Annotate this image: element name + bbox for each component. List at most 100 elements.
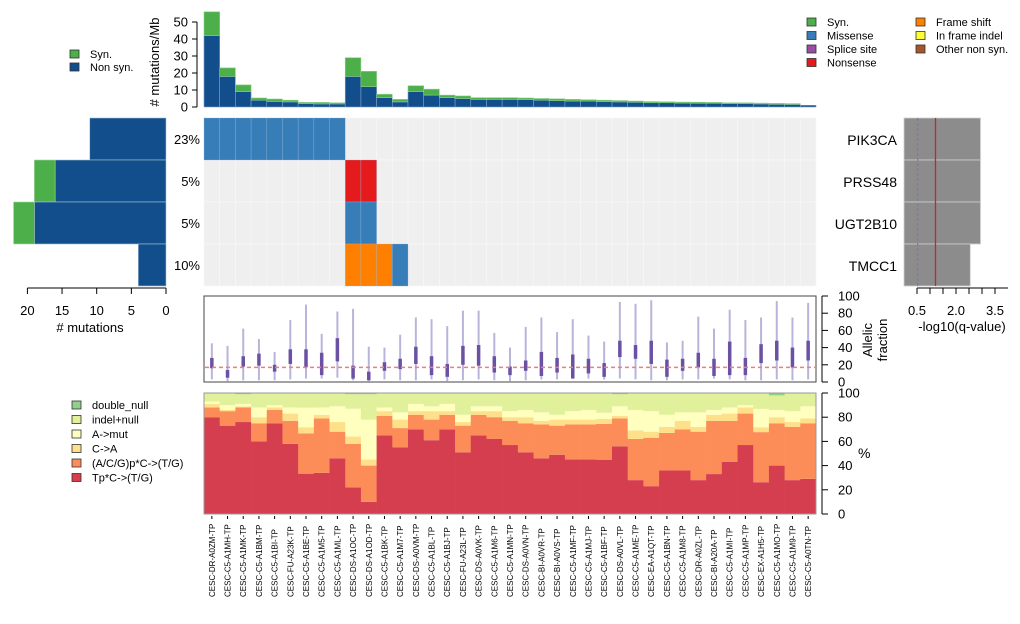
syn-bar bbox=[596, 99, 613, 102]
nonsyn-bar bbox=[800, 105, 817, 108]
spectrum-segment bbox=[345, 393, 362, 395]
spectrum-segment bbox=[408, 393, 424, 404]
matrix-empty-cell bbox=[768, 159, 785, 203]
x-tick-label: 10 bbox=[89, 303, 103, 318]
sample-label: CESC-C5-A1MK-TP bbox=[239, 525, 248, 597]
matrix-empty-cell bbox=[784, 243, 801, 287]
sample-label: CESC-C5-A1MF-TP bbox=[569, 525, 578, 597]
matrix-empty-cell bbox=[548, 243, 566, 287]
matrix-empty-cell bbox=[752, 117, 770, 161]
spectrum-segment bbox=[204, 393, 220, 402]
matrix-empty-cell bbox=[548, 201, 566, 245]
spectrum-segment bbox=[768, 393, 785, 396]
spectrum-segment bbox=[219, 405, 236, 410]
matrix-empty-cell bbox=[784, 201, 801, 245]
spectrum-segment bbox=[298, 473, 315, 514]
mutation-cell bbox=[360, 159, 377, 203]
matrix-empty-cell bbox=[580, 117, 597, 161]
spectrum-segment bbox=[360, 501, 377, 514]
matrix-empty-cell bbox=[266, 243, 283, 287]
matrix-empty-cell bbox=[658, 201, 676, 245]
spectrum-segment bbox=[533, 458, 550, 514]
matrix-empty-cell bbox=[596, 159, 613, 203]
syn-bar bbox=[690, 101, 707, 104]
mutation-cell bbox=[392, 243, 409, 287]
mutation-cell bbox=[250, 117, 268, 161]
nonsyn-bar bbox=[784, 104, 801, 108]
mutation-cell bbox=[360, 243, 377, 287]
matrix-empty-cell bbox=[564, 243, 581, 287]
x-tick-label: 20 bbox=[20, 303, 34, 318]
x-axis-title: -log10(q-value) bbox=[918, 319, 1005, 334]
matrix-empty-cell bbox=[737, 201, 754, 245]
mutation-rate-legend-label: Syn. bbox=[90, 49, 112, 61]
spectrum-segment bbox=[706, 393, 723, 410]
matrix-empty-cell bbox=[454, 243, 472, 287]
matrix-empty-cell bbox=[486, 243, 503, 287]
spectrum-segment bbox=[753, 408, 770, 428]
syn-bar bbox=[407, 85, 424, 92]
spectrum-segment bbox=[674, 470, 691, 514]
matrix-empty-cell bbox=[439, 201, 456, 245]
syn-bar bbox=[705, 102, 723, 104]
spectrum-segment bbox=[690, 480, 707, 514]
gene-nonsyn-bar bbox=[137, 243, 167, 287]
spectrum-segment bbox=[706, 474, 723, 514]
sample-label: CESC-DS-A0VM-TP bbox=[412, 524, 421, 597]
y-axis-title: fraction bbox=[875, 319, 890, 362]
spectrum-segment bbox=[329, 406, 346, 423]
spectrum-segment bbox=[204, 417, 220, 514]
spectrum-segment bbox=[455, 425, 472, 453]
spectrum-segment bbox=[455, 452, 472, 514]
matrix-empty-cell bbox=[611, 201, 628, 245]
spectrum-segment bbox=[643, 486, 660, 514]
syn-bar bbox=[376, 93, 393, 98]
mutation-cell bbox=[313, 117, 330, 161]
spectrum-segment bbox=[627, 438, 644, 481]
spectrum-segment bbox=[282, 393, 299, 408]
matrix-empty-cell bbox=[297, 159, 315, 203]
spectrum-segment bbox=[235, 394, 252, 404]
matrix-empty-cell bbox=[517, 117, 534, 161]
matrix-empty-cell bbox=[596, 117, 613, 161]
nonsyn-bar bbox=[501, 99, 519, 108]
spectrum-legend-swatch bbox=[71, 415, 82, 424]
spectrum-segment bbox=[596, 423, 613, 460]
spectrum-legend-label: indel+null bbox=[92, 415, 139, 427]
spectrum-legend-swatch bbox=[71, 429, 82, 439]
spectrum-segment bbox=[580, 424, 597, 460]
nonsyn-bar bbox=[297, 103, 315, 108]
mutation-type-legend-label: Syn. bbox=[827, 17, 849, 29]
matrix-empty-cell bbox=[423, 117, 440, 161]
spectrum-segment bbox=[737, 407, 754, 414]
spectrum-segment bbox=[219, 411, 236, 426]
nonsyn-bar bbox=[266, 101, 283, 108]
q-value-bar bbox=[903, 159, 981, 203]
spectrum-segment bbox=[564, 411, 581, 420]
gene-nonsyn-bar bbox=[54, 159, 167, 203]
syn-bar bbox=[533, 98, 550, 101]
spectrum-segment bbox=[674, 412, 691, 421]
sample-label: CESC-EX-A1H5-TP bbox=[757, 526, 766, 597]
matrix-empty-cell bbox=[580, 201, 597, 245]
mutation-cell bbox=[219, 117, 236, 161]
nonsyn-bar bbox=[407, 91, 424, 108]
spectrum-segment bbox=[502, 393, 519, 412]
spectrum-segment bbox=[643, 393, 660, 412]
matrix-empty-cell bbox=[643, 117, 660, 161]
spectrum-segment bbox=[517, 393, 534, 410]
spectrum-segment bbox=[737, 393, 754, 406]
matrix-empty-cell bbox=[486, 159, 503, 203]
matrix-empty-cell bbox=[548, 159, 566, 203]
matrix-empty-cell bbox=[439, 117, 456, 161]
spectrum-segment bbox=[674, 429, 691, 471]
gene-percentage-label: 5% bbox=[181, 216, 200, 231]
spectrum-segment bbox=[768, 409, 785, 418]
spectrum-segment bbox=[784, 411, 801, 423]
syn-bar bbox=[313, 102, 330, 105]
matrix-empty-cell bbox=[219, 243, 236, 287]
spectrum-segment bbox=[674, 393, 691, 413]
spectrum-segment bbox=[235, 422, 252, 514]
matrix-empty-cell bbox=[407, 243, 424, 287]
spectrum-segment bbox=[486, 411, 503, 418]
